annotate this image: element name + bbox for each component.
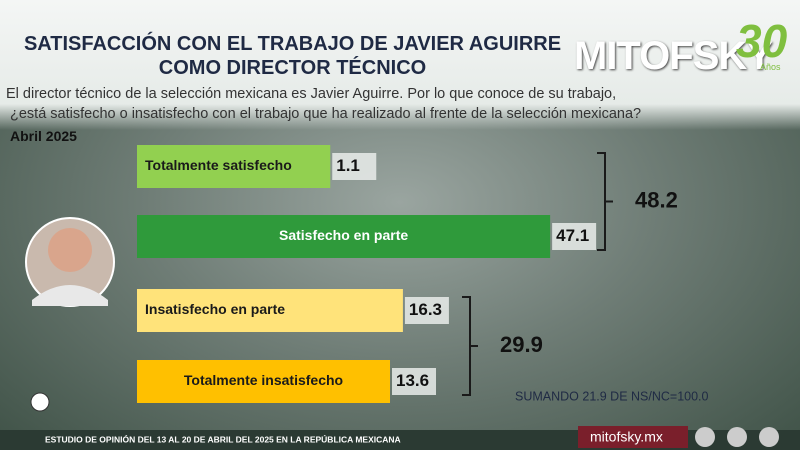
question: El director técnico de la selección mexi… xyxy=(6,84,641,124)
facebook-icon[interactable] xyxy=(727,427,747,447)
bar-label: Totalmente satisfecho xyxy=(145,157,292,173)
bar-label: Insatisfecho en parte xyxy=(145,301,285,317)
title: SATISFACCIÓN CON EL TRABAJO DE JAVIER AG… xyxy=(20,32,565,80)
value-bg xyxy=(552,223,597,250)
note: SUMANDO 21.9 DE NS/NC=100.0 xyxy=(515,389,709,403)
bar xyxy=(137,145,331,188)
ball-icon xyxy=(30,392,50,412)
bar xyxy=(137,289,403,332)
bracket xyxy=(462,296,478,396)
title-line: SATISFACCIÓN CON EL TRABAJO DE JAVIER AG… xyxy=(23,33,562,55)
logo: MITOFSKY xyxy=(574,34,773,78)
logo-sub: Años xyxy=(760,62,781,72)
bar xyxy=(137,360,391,403)
footer: ESTUDIO DE OPINIÓN DEL 13 AL 20 DE ABRIL… xyxy=(45,433,401,444)
date: Abril 2025 xyxy=(10,128,77,144)
value-bg xyxy=(332,153,377,180)
value-label: 1.1 xyxy=(336,156,360,175)
website[interactable]: mitofsky.mx xyxy=(590,429,663,445)
question-line: ¿está satisfecho o insatisfecho con el t… xyxy=(10,106,642,122)
bar xyxy=(137,215,551,258)
group-total: 29.9 xyxy=(500,332,543,357)
question-line: El director técnico de la selección mexi… xyxy=(6,86,617,102)
group-total: 48.2 xyxy=(635,187,678,212)
title-line: COMO DIRECTOR TÉCNICO xyxy=(158,57,427,79)
x-icon[interactable] xyxy=(695,427,715,447)
value-label: 16.3 xyxy=(409,300,442,319)
portrait-face xyxy=(48,228,92,272)
website-box xyxy=(578,426,688,448)
bar-label: Totalmente insatisfecho xyxy=(184,372,343,388)
value-label: 47.1 xyxy=(556,226,589,245)
bracket xyxy=(597,152,613,251)
value-label: 13.6 xyxy=(396,371,429,390)
value-bg xyxy=(392,368,437,395)
value-bg xyxy=(404,297,449,324)
logo-years: 30 xyxy=(736,15,788,67)
portrait-shirt xyxy=(32,285,108,306)
header-band xyxy=(0,0,800,130)
bar-label: Satisfecho en parte xyxy=(279,227,408,243)
youtube-icon[interactable] xyxy=(759,427,779,447)
